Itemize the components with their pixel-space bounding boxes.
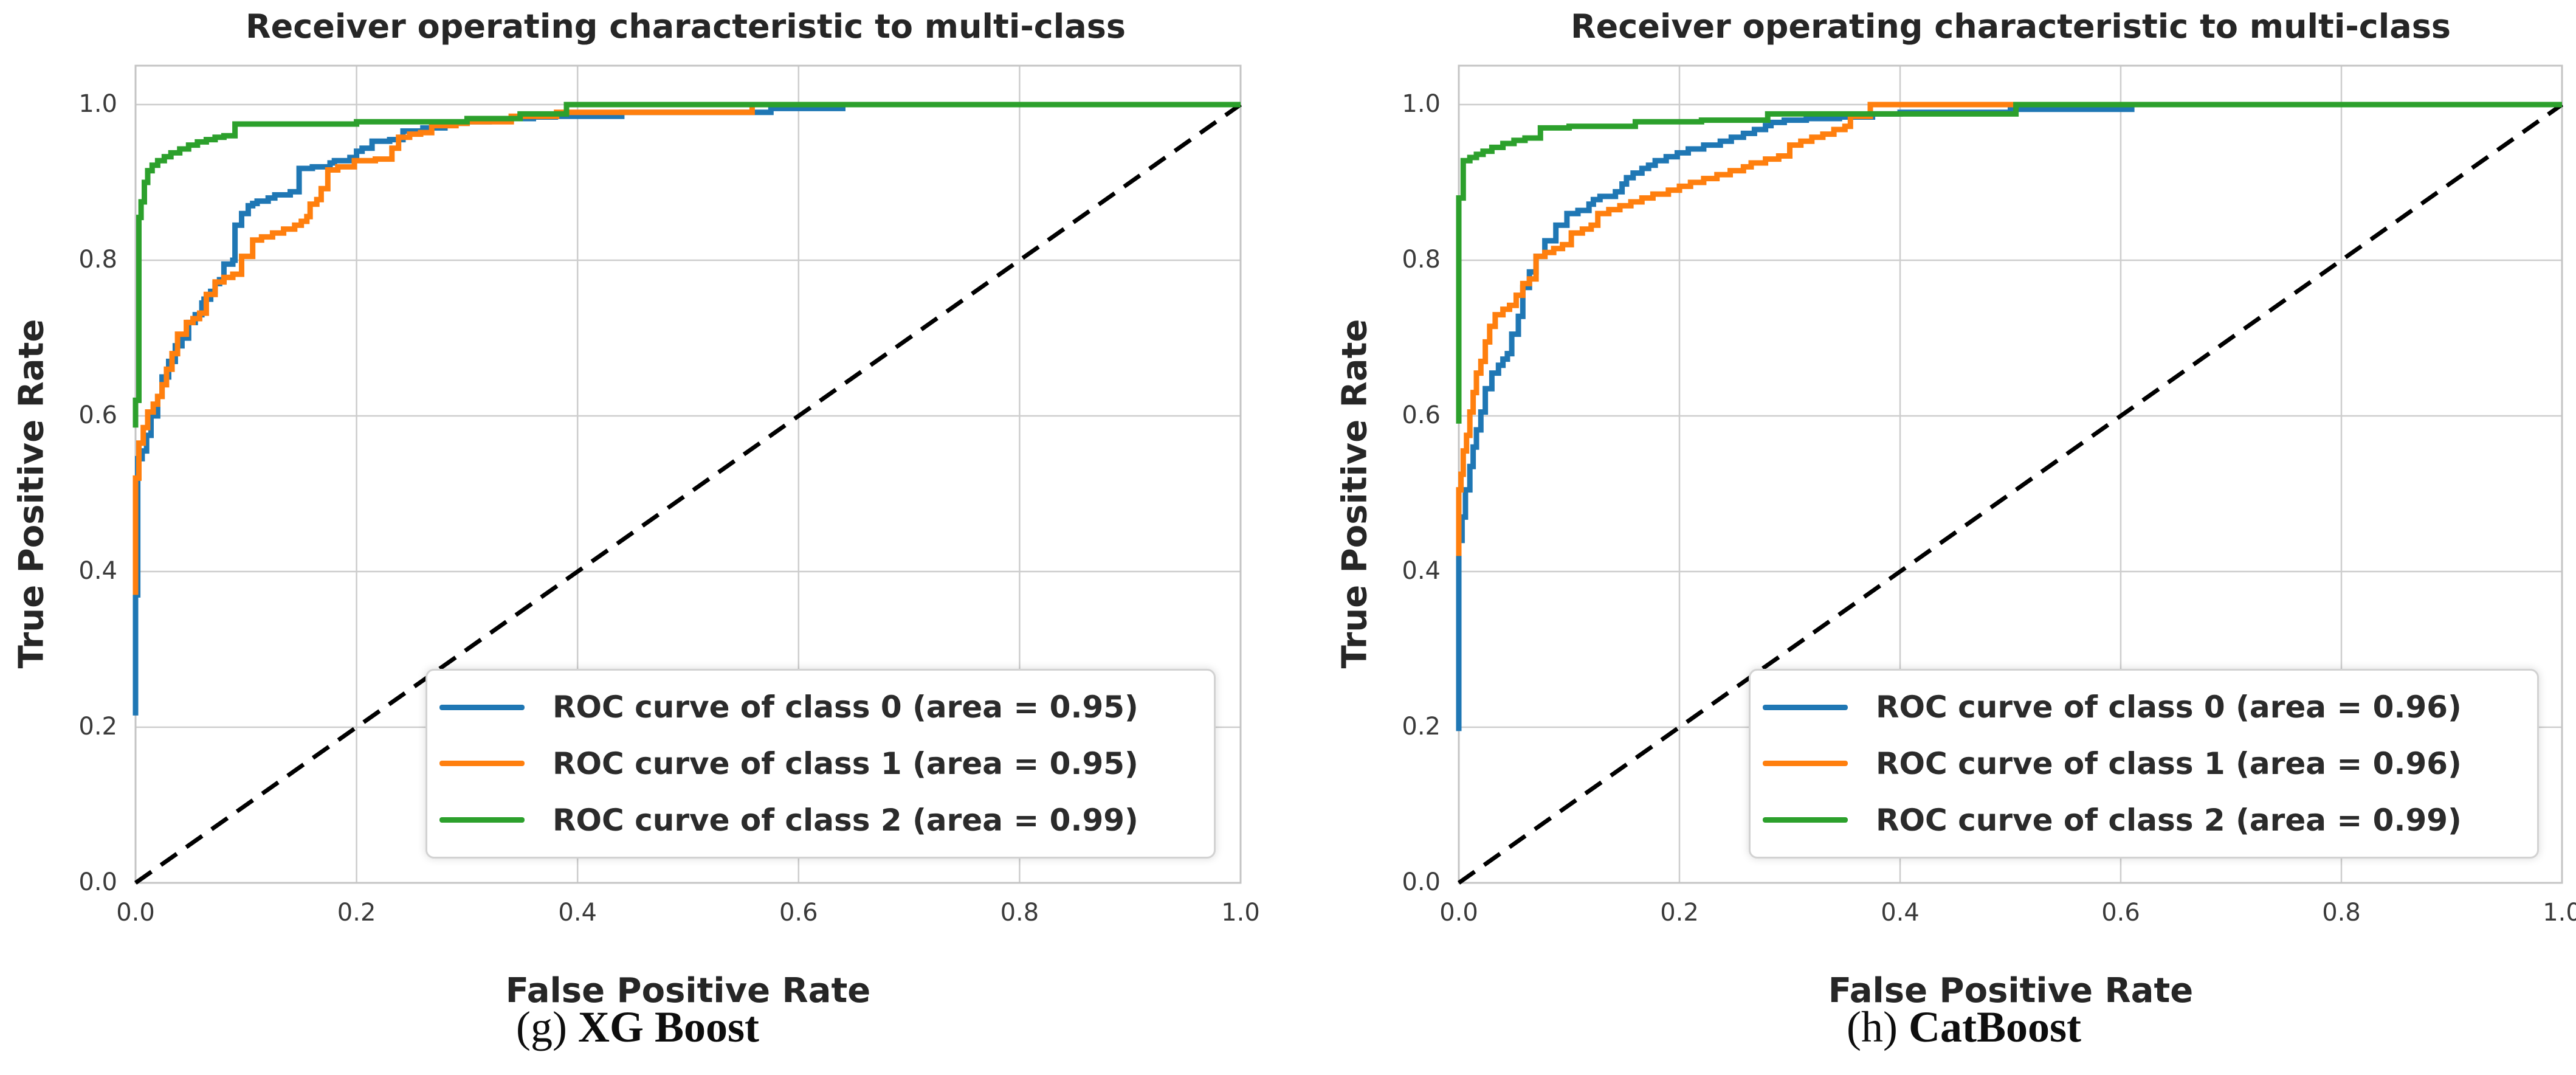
legend: ROC curve of class 0 (area = 0.95) ROC c… [425,669,1216,859]
roc-curve-class-2 [1456,102,2562,424]
legend-line-swatch-class-2 [1763,817,1848,823]
y-tick-label: 0.8 [1402,246,1441,274]
roc-curve-class-1 [1456,102,2562,556]
legend-item: ROC curve of class 2 (area = 0.99) [1763,803,2537,838]
x-tick-label: 0.4 [558,899,597,927]
roc-curve-class-1 [133,102,1241,595]
x-tick-label: 0.6 [2101,899,2140,927]
y-tick-label: 0.0 [1402,868,1441,896]
legend-line-swatch-class-0 [1763,704,1848,710]
subfigure-caption: (h) CatBoost [1847,1002,2081,1053]
x-tick-label: 0.2 [1660,899,1699,927]
caption-model-name: XG Boost [577,1003,759,1051]
y-tick-label: 0.6 [1402,401,1441,429]
chance-diagonal-line [1457,103,2564,885]
y-tick-label: 0.4 [78,557,117,585]
legend-label: ROC curve of class 0 (area = 0.96) [1876,690,2462,725]
legend-line-swatch-class-1 [1763,761,1848,767]
legend-label: ROC curve of class 0 (area = 0.95) [553,690,1138,725]
roc-curve-class-2 [133,102,1241,428]
legend-label: ROC curve of class 2 (area = 0.99) [1876,802,2462,838]
legend-item: ROC curve of class 0 (area = 0.95) [439,690,1214,725]
y-tick-label: 0.6 [78,401,117,429]
x-axis-label: False Positive Rate [1828,971,2194,1011]
chart-title: Receiver operating characteristic to mul… [1570,7,2451,46]
caption-index: (g) [516,1003,567,1051]
x-tick-label: 0.8 [2322,899,2361,927]
legend-line-swatch-class-0 [439,704,525,710]
legend-label: ROC curve of class 2 (area = 0.99) [553,802,1138,838]
x-tick-label: 0.2 [337,899,376,927]
chance-diagonal-line [134,103,1242,885]
legend-item: ROC curve of class 2 (area = 0.99) [439,803,1214,838]
x-tick-label: 0.8 [1000,899,1039,927]
y-tick-label: 0.2 [78,713,117,741]
caption-index: (h) [1847,1003,1898,1051]
y-tick-label: 0.2 [1402,713,1441,741]
legend-label: ROC curve of class 1 (area = 0.96) [1876,745,2462,781]
caption-model-name: CatBoost [1908,1003,2081,1051]
legend-item: ROC curve of class 1 (area = 0.96) [1763,746,2537,781]
x-tick-label: 1.0 [1221,899,1260,927]
chart-title: Receiver operating characteristic to mul… [245,7,1126,46]
legend-line-swatch-class-1 [439,761,525,767]
y-axis-label: True Positive Rate [1335,319,1375,669]
y-tick-label: 1.0 [78,90,117,118]
x-tick-label: 0.4 [1881,899,1920,927]
y-tick-label: 0.0 [78,868,117,896]
y-tick-label: 0.4 [1402,557,1441,585]
x-tick-label: 0.0 [1439,899,1478,927]
x-axis-label: False Positive Rate [505,971,871,1011]
subfigure-caption: (g) XG Boost [516,1002,759,1053]
legend-label: ROC curve of class 1 (area = 0.95) [553,745,1138,781]
y-tick-label: 1.0 [1402,90,1441,118]
x-tick-label: 1.0 [2543,899,2576,927]
x-tick-label: 0.0 [116,899,155,927]
x-tick-label: 0.6 [779,899,818,927]
legend: ROC curve of class 0 (area = 0.96) ROC c… [1749,669,2539,859]
legend-item: ROC curve of class 1 (area = 0.95) [439,746,1214,781]
legend-line-swatch-class-2 [439,817,525,823]
legend-item: ROC curve of class 0 (area = 0.96) [1763,690,2537,725]
y-tick-label: 0.8 [78,246,117,274]
roc-curve-class-0 [1456,102,2562,731]
y-axis-label: True Positive Rate [12,319,52,669]
roc-curve-class-0 [133,102,1241,716]
